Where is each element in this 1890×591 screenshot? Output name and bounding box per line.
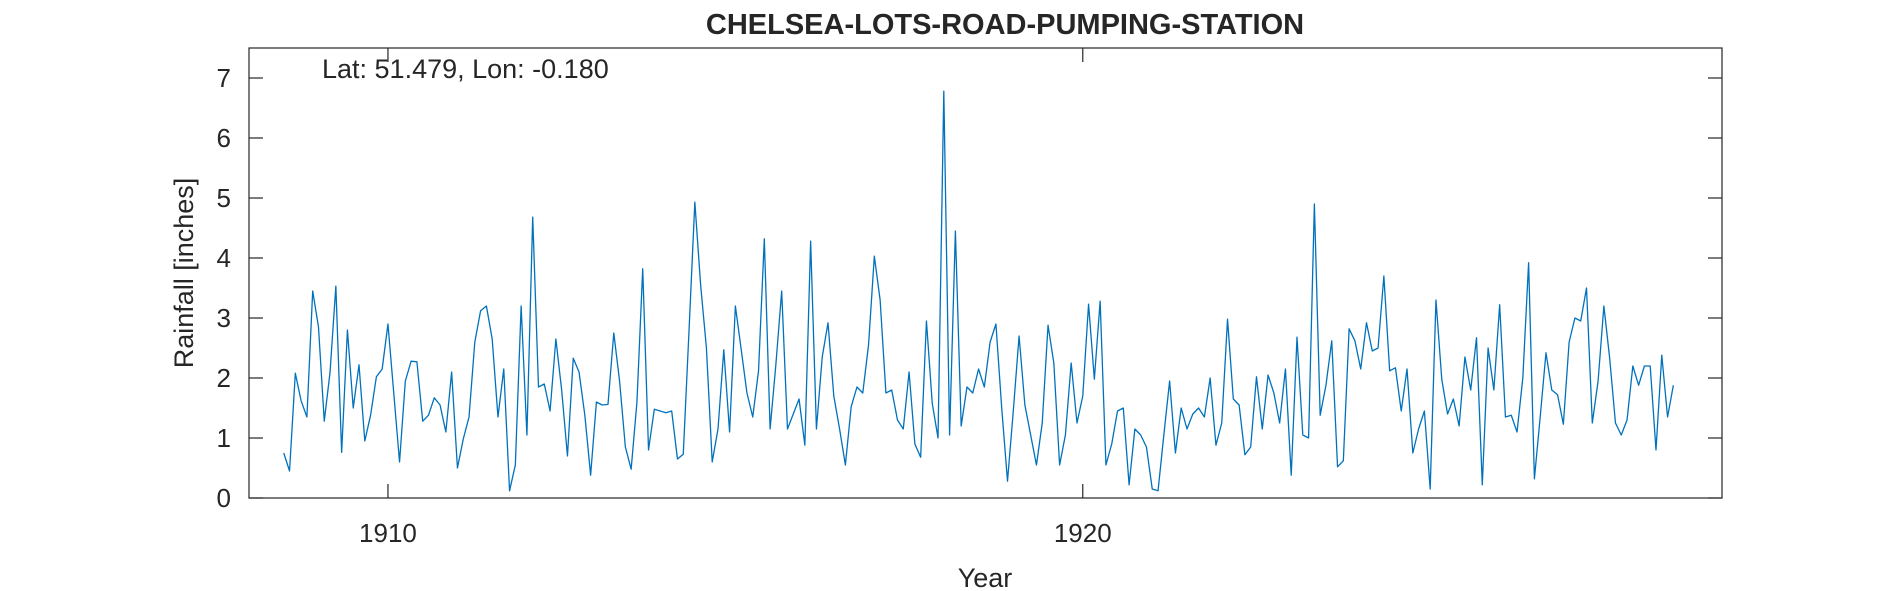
y-tick-label: 0 [217,483,231,513]
plot-frame [248,47,1723,499]
rainfall-series-line [283,90,1674,492]
y-axis-label: Rainfall [inches] [169,178,199,369]
chart-title: CHELSEA-LOTS-ROAD-PUMPING-STATION [706,9,1304,41]
y-tick-label: 6 [217,123,231,153]
y-tick-label: 2 [217,363,231,393]
y-tick-label: 3 [217,303,231,333]
lat-lon-annotation: Lat: 51.479, Lon: -0.180 [322,54,609,84]
x-tick-label: 1920 [1054,518,1112,548]
y-tick-label: 1 [217,423,231,453]
y-axis: 0 1 2 3 4 5 6 7 [217,63,1722,513]
y-tick-label: 5 [217,183,231,213]
x-tick-label: 1910 [359,518,417,548]
plot-area: 0 1 2 3 4 5 6 7 1910 1920 [217,47,1723,548]
x-axis-label: Year [958,563,1013,591]
y-tick-label: 4 [217,243,231,273]
y-tick-label: 7 [217,63,231,93]
x-axis: 1910 1920 [359,48,1112,548]
